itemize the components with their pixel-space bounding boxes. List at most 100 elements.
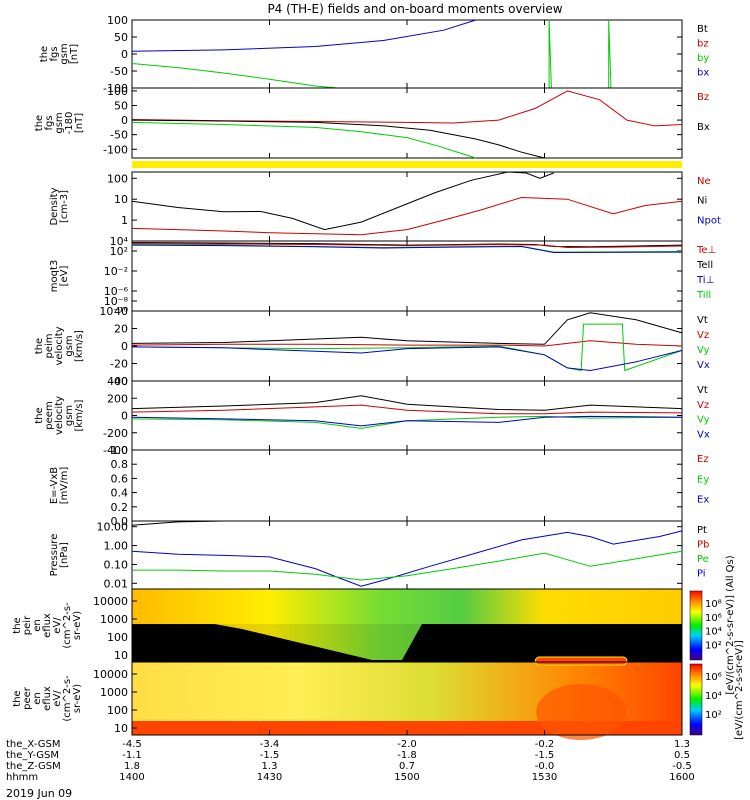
y-axis-label: the <box>12 690 23 706</box>
date-label: 2019 Jun 09 <box>6 787 72 800</box>
legend-entry: Vz <box>697 330 709 341</box>
legend-entry: Ey <box>697 474 709 485</box>
y-tick-label: -50 <box>110 129 128 142</box>
legend-entry: Ne <box>697 176 711 187</box>
legend-entry: by <box>697 53 709 64</box>
y-tick-label: -40 <box>110 375 128 388</box>
y-tick-label: 10⁻⁶ <box>104 285 129 298</box>
y-axis-label: velocity <box>54 396 65 435</box>
colorbar <box>689 590 703 661</box>
y-tick-label: -100 <box>103 82 128 95</box>
series-line <box>131 395 683 411</box>
y-axis-label: (cm^2-s- <box>62 675 73 722</box>
y-axis-label: [km/s] <box>74 399 85 431</box>
series-line <box>132 550 683 581</box>
panel-peem: 400 200 0 -200 -400 the peem velocity gsm [km/s] V… <box>34 375 710 457</box>
y-axis-label: peer <box>22 686 33 710</box>
y-tick-label: 1.0 <box>111 444 129 457</box>
legend-entry: Ti⊥ <box>696 275 714 286</box>
legend-entry: Pe <box>697 554 709 565</box>
y-tick-label: 0.8 <box>111 458 129 471</box>
series-line <box>131 19 476 52</box>
colorbar-tick-label: 10⁶ <box>705 672 722 683</box>
y-tick-label: 100 <box>107 172 128 185</box>
y-tick-label: 1000 <box>100 613 128 626</box>
y-axis-label: velocity <box>54 326 65 365</box>
x-axis-value: 1530 <box>532 772 557 783</box>
y-tick-label: -20 <box>110 358 128 371</box>
series-line <box>131 63 339 89</box>
y-tick-label: 0.10 <box>104 558 129 571</box>
y-tick-label: 10 <box>114 722 128 735</box>
legend-entry: Te⊥ <box>696 245 716 256</box>
colorbar <box>689 663 703 736</box>
legend-entry: Pi <box>697 569 706 580</box>
y-tick-label: 0 <box>121 340 128 353</box>
legend-entry: Bt <box>697 24 708 35</box>
y-axis-label: [nPa] <box>59 542 70 568</box>
spectrogram-peer: 10000 1000 100 10 the peer en eflux eV/(cm^2-s-s… <box>12 656 683 740</box>
legend-entry: Ex <box>697 495 709 506</box>
x-axis-value: -1.5 <box>535 750 555 761</box>
panel-pressure: 10.00 1.00 0.10 0.01 Pressure [nPa] Pt Pb Pe Pi <box>49 520 709 590</box>
legend-entry: Vy <box>697 345 710 356</box>
y-axis-label: gsm <box>64 335 75 356</box>
panel-frame <box>131 310 683 382</box>
x-axis-rows: the_X-GSM -4.5 -3.4 -2.0 -0.2 1.3 the_Y-GSM -1.… <box>6 739 695 783</box>
y-axis-label: sr-eV) <box>72 684 83 713</box>
legend-entry: Vt <box>697 385 708 396</box>
legend-entry: bz <box>697 39 709 50</box>
y-axis-label: [nT] <box>74 113 85 133</box>
y-tick-label: -400 <box>103 444 128 457</box>
series-line <box>131 312 683 345</box>
colorbar-tick-label: 10⁶ <box>705 613 722 624</box>
spectrogram-band <box>534 656 628 666</box>
y-axis-label: Pressure <box>49 534 60 577</box>
y-tick-label: 0.6 <box>111 472 129 485</box>
y-axis-label: fgs <box>44 115 55 130</box>
spectrogram-peir: 10000 1000 100 10 the peir en eflux eV/(cm^2-s-s… <box>12 588 683 663</box>
y-tick-label: 10² <box>110 245 128 258</box>
y-axis-label: the <box>34 338 45 354</box>
y-tick-label: 100 <box>107 631 128 644</box>
y-tick-label: 400 <box>107 375 128 388</box>
series-line <box>131 404 683 415</box>
y-tick-label: 10⁻⁸ <box>104 295 129 308</box>
y-axis-label: gsm <box>64 405 75 426</box>
x-axis-value: -0.5 <box>672 761 692 772</box>
panel-frame <box>131 19 683 89</box>
x-axis-value: -1.1 <box>122 750 142 761</box>
legend-entry: Vx <box>697 429 710 440</box>
series-line <box>131 340 683 347</box>
colorbar-tick-label: 10⁴ <box>705 691 722 702</box>
y-axis-label: (cm^2-s- <box>62 602 73 649</box>
legend-entry: Bz <box>697 92 709 103</box>
y-axis-label: [cm-3] <box>59 190 70 223</box>
x-axis-value: 0.7 <box>399 761 415 772</box>
y-tick-label: 50 <box>114 31 128 44</box>
x-axis-row-label: the_Y-GSM <box>6 750 59 761</box>
y-tick-label: 10000 <box>93 668 128 681</box>
series-line <box>131 415 683 429</box>
x-axis-value: 1400 <box>119 772 144 783</box>
legend-entry: Npot <box>697 215 721 226</box>
y-axis-label: peem <box>44 401 55 429</box>
y-tick-label: 0 <box>121 410 128 423</box>
y-tick-label: 10⁻² <box>104 265 128 278</box>
y-axis-label: -180 <box>64 112 75 135</box>
y-axis-label: gsm <box>59 43 70 64</box>
colorbar-tick-label: 10⁴ <box>705 627 722 638</box>
y-tick-label: 10 <box>114 649 128 662</box>
x-axis-value: -0.2 <box>535 739 555 750</box>
panel-peim: 40 20 0 -20 -40 the peim velocity gsm [km/s] Vt Vz V… <box>34 305 710 388</box>
y-axis-label: E=-VxB <box>49 467 60 504</box>
y-axis-label: [nT] <box>69 44 80 64</box>
panel-density: 100 10 1 Density [cm-3] Ne Ni Npot <box>49 171 721 242</box>
spectrogram-band <box>132 589 682 660</box>
y-tick-label: -50 <box>110 65 128 78</box>
x-axis-value: 1.8 <box>124 761 140 772</box>
y-tick-label: 0 <box>121 48 128 61</box>
